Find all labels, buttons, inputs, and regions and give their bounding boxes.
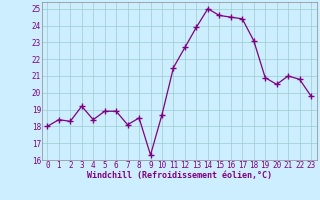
X-axis label: Windchill (Refroidissement éolien,°C): Windchill (Refroidissement éolien,°C)	[87, 171, 272, 180]
